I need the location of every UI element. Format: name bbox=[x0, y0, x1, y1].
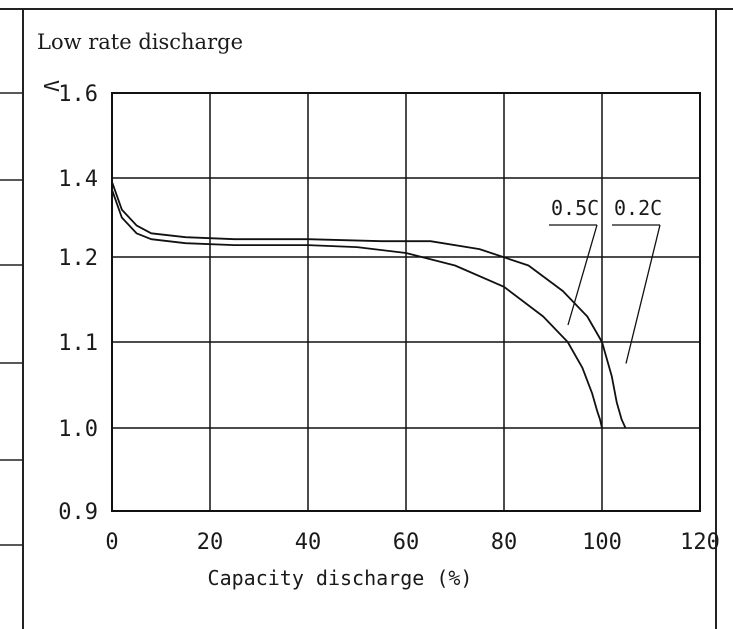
series-lines bbox=[111, 181, 627, 429]
series-line-0-5c bbox=[111, 189, 603, 429]
chart-title: Low rate discharge bbox=[37, 30, 243, 54]
y-tick-label: 1.4 bbox=[58, 167, 98, 192]
x-axis-label: Capacity discharge (%) bbox=[208, 566, 473, 590]
series-labels: 0.5C 0.2C bbox=[549, 196, 662, 364]
series-label-leader bbox=[625, 224, 661, 364]
y-tick-label: 0.9 bbox=[58, 500, 98, 525]
y-tick-label: 1.6 bbox=[58, 82, 98, 107]
y-tick-label: 1.0 bbox=[58, 417, 98, 442]
series-label: 0.2C bbox=[614, 196, 662, 220]
y-tick-labels: 0.9 1.0 1.1 1.2 1.4 1.6 bbox=[58, 82, 98, 525]
x-tick-label: 80 bbox=[491, 530, 518, 555]
x-tick-label: 0 bbox=[105, 530, 118, 555]
x-tick-label: 100 bbox=[582, 530, 622, 555]
y-tick-label: 1.1 bbox=[58, 331, 98, 356]
x-tick-labels: 0 20 40 60 80 100 120 bbox=[105, 530, 720, 555]
x-tick-label: 60 bbox=[393, 530, 420, 555]
chart-grid bbox=[111, 92, 701, 512]
page-frame bbox=[0, 8, 733, 629]
x-tick-label: 120 bbox=[680, 530, 720, 555]
x-tick-label: 40 bbox=[295, 530, 322, 555]
y-axis-label: V bbox=[39, 80, 63, 92]
series-line-0-2c bbox=[111, 181, 627, 429]
series-label: 0.5C bbox=[551, 196, 599, 220]
x-tick-label: 20 bbox=[197, 530, 224, 555]
series-label-leader bbox=[567, 224, 598, 326]
y-tick-label: 1.2 bbox=[58, 246, 98, 271]
